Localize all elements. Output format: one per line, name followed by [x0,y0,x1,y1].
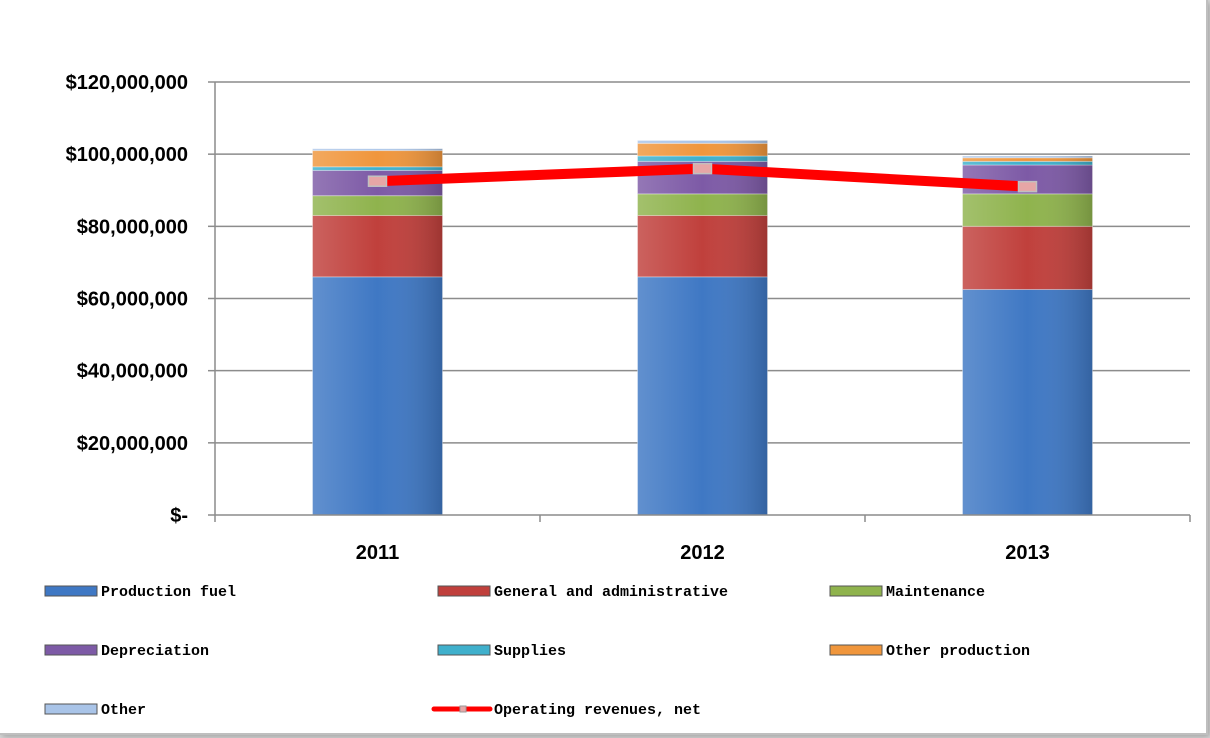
y-tick-label: $40,000,000 [77,361,188,383]
revenue-marker [692,162,713,175]
y-tick-label: $60,000,000 [77,289,188,311]
x-tick-label: 2012 [680,542,725,564]
legend-label: Maintenance [886,584,985,601]
x-tick-label: 2013 [1005,542,1050,564]
legend-label: Production fuel [101,584,236,601]
bar-segment-shade [637,143,768,156]
bar-segment-shade [962,155,1093,158]
legend-swatch [437,644,491,656]
legend-swatch [829,585,883,597]
legend-swatch [44,585,98,597]
bar-segment-shade [962,226,1093,290]
bar-segment-shade [637,215,768,277]
bar-segment-shade [637,276,768,515]
revenue-marker [1017,180,1038,193]
bar-segment-shade [312,148,443,151]
x-tick-label: 2011 [356,542,399,564]
legend-label: General and administrative [494,584,728,601]
legend-swatch [44,644,98,656]
bar-segment-shade [312,195,443,216]
bar-segment-shade [637,193,768,216]
bar-segment-shade [962,289,1093,515]
bar-segment-shade [312,150,443,167]
revenue-marker [367,175,388,187]
bar-segment-shade [312,166,443,171]
y-tick-label: $- [170,505,188,527]
legend-label: Supplies [494,643,566,660]
legend-label: Depreciation [101,643,209,660]
legend-swatch [829,644,883,656]
bar-segment-shade [962,157,1093,162]
axis-layer: $- $20,000,000 $40,000,000 $60,000,000 $80,0… [66,72,1191,564]
bar-segment-shade [962,161,1093,165]
legend-label: Operating revenues, net [494,702,701,719]
bar-segment-shade [312,215,443,277]
legend-label: Other production [886,643,1030,660]
bar-segment-shade [312,276,443,515]
legend-label: Other [101,702,146,719]
bar-layer [312,139,1093,516]
y-tick-label: $120,000,000 [66,72,188,94]
legend-swatch [44,703,98,715]
legend-swatch [437,585,491,597]
y-tick-label: $80,000,000 [77,216,188,238]
line-layer [367,162,1038,193]
bar-segment-shade [637,155,768,162]
y-tick-label: $100,000,000 [66,144,188,166]
y-tick-label: $20,000,000 [77,433,188,455]
bar-segment-shade [962,193,1093,227]
legend-line-marker [459,705,467,713]
bar-segment-shade [637,140,768,144]
legend: Production fuel General and administrativ… [44,584,1030,719]
